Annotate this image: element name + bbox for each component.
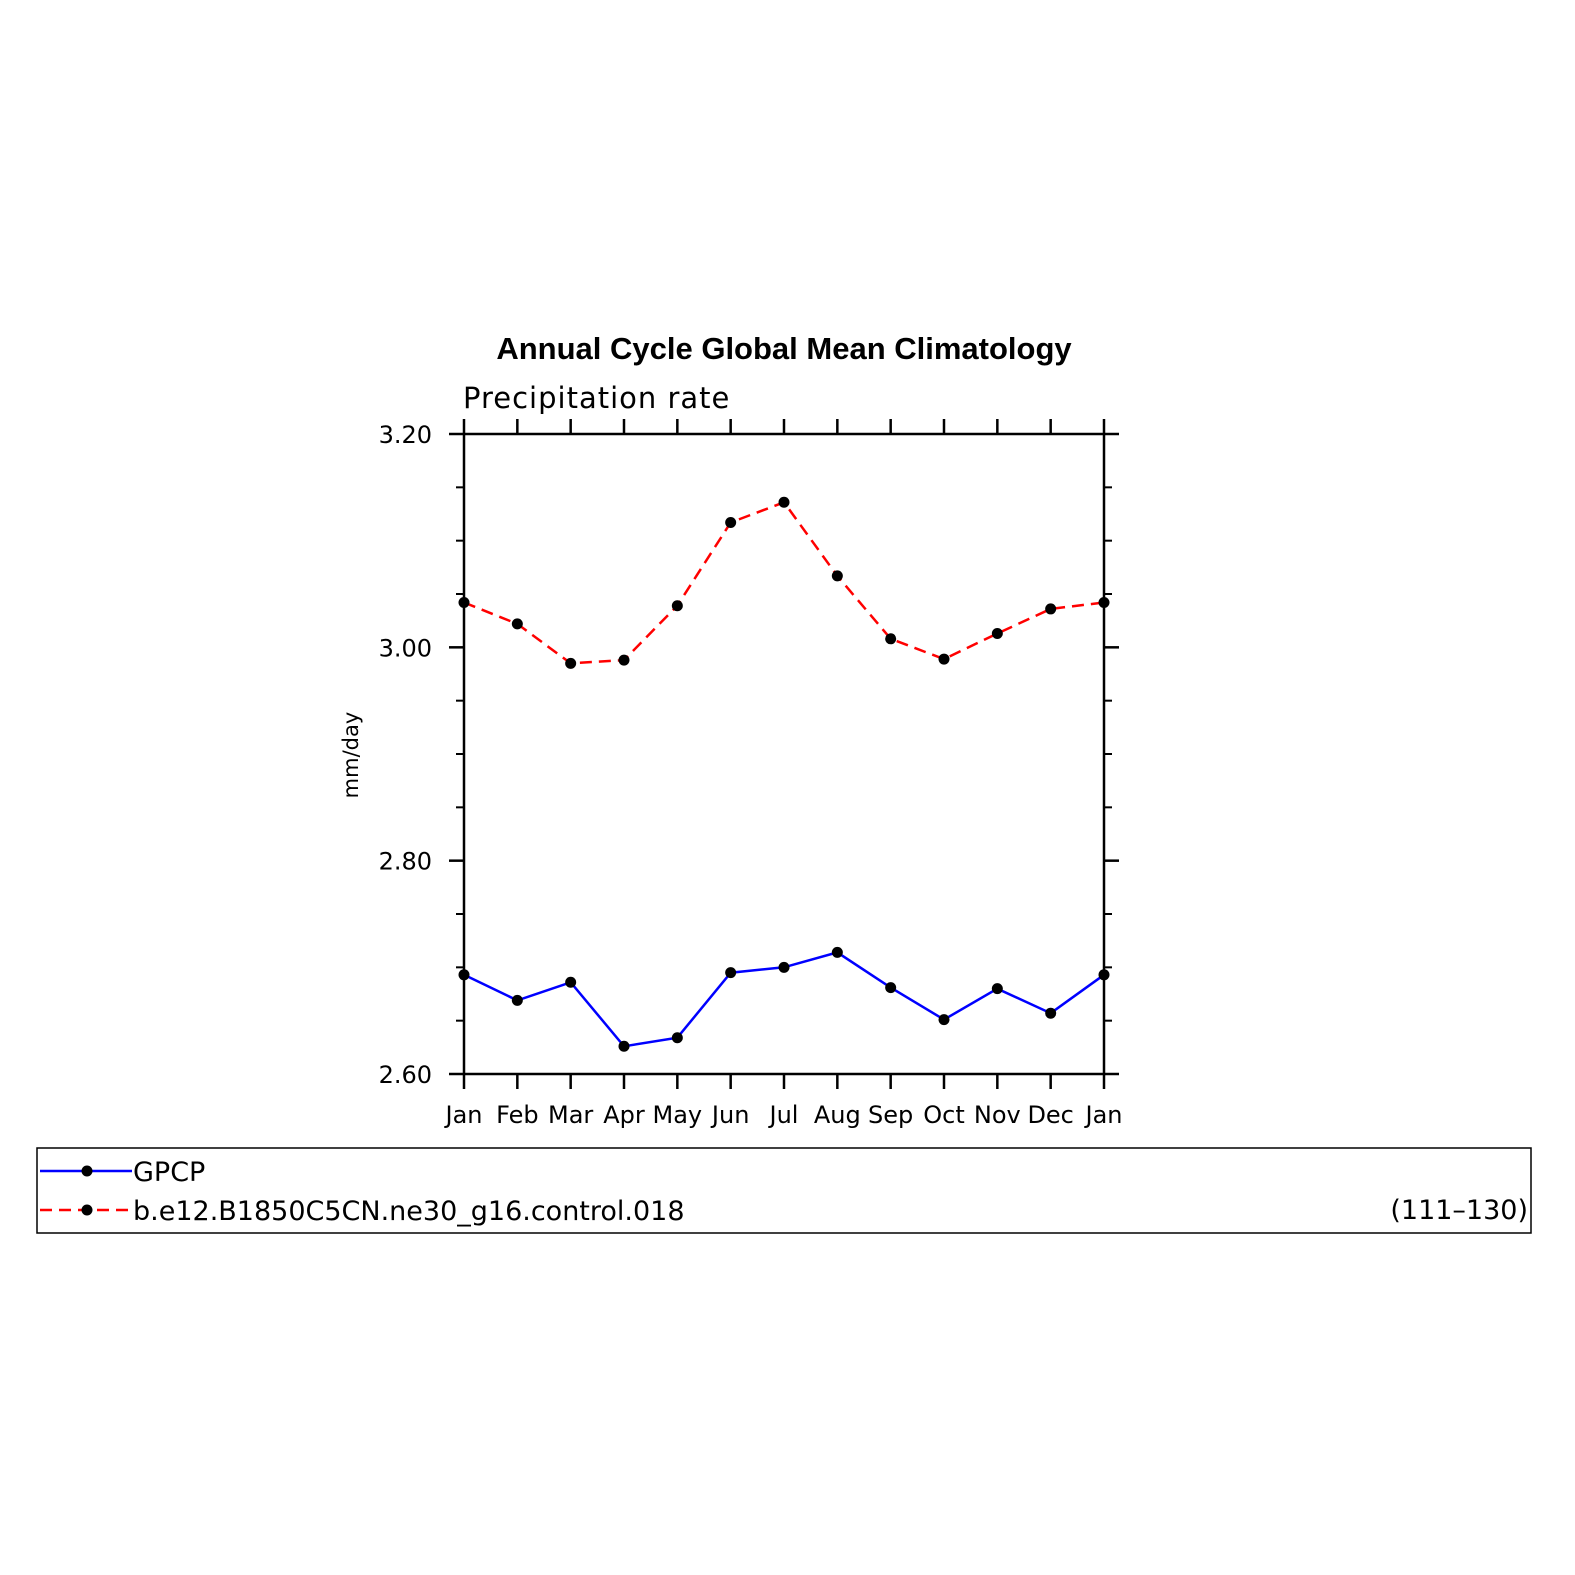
data-point — [458, 597, 470, 609]
data-point — [618, 654, 630, 666]
data-point — [885, 633, 897, 645]
data-point — [991, 983, 1003, 995]
x-tick-label: Jan — [444, 1101, 483, 1129]
data-point — [938, 653, 950, 665]
legend-label: GPCP — [133, 1157, 205, 1188]
data-point — [565, 976, 577, 988]
data-point — [725, 967, 737, 979]
data-point — [618, 1040, 630, 1052]
x-tick-label: May — [653, 1101, 703, 1129]
axes: Jan Feb Mar Apr May Jun Jul Aug Sep Oct Nov Dec Jan 2… — [379, 419, 1123, 1129]
data-point — [778, 496, 790, 508]
y-axis-label: mm/day — [339, 712, 363, 799]
legend-note: (111–130) — [1390, 1195, 1528, 1226]
legend-label: b.e12.B1850C5CN.ne30_g16.control.018 — [133, 1196, 685, 1227]
chart-title: Annual Cycle Global Mean Climatology — [496, 331, 1072, 366]
x-tick-label: Jun — [710, 1101, 750, 1129]
data-point — [831, 946, 843, 958]
legend-item: b.e12.B1850C5CN.ne30_g16.control.018 — [40, 1196, 685, 1227]
legend-swatch-marker — [81, 1204, 93, 1216]
series-1 — [458, 946, 1110, 1052]
y-tick-label: 3.00 — [379, 634, 432, 662]
legend: GPCP b.e12.B1850C5CN.ne30_g16.control.018… — [36, 1147, 1532, 1234]
x-tick-label: Mar — [548, 1101, 593, 1129]
x-tick-label: Dec — [1027, 1101, 1073, 1129]
x-tick-label: Nov — [974, 1101, 1021, 1129]
y-tick-label: 2.60 — [379, 1061, 432, 1089]
x-tick-label: Jan — [1084, 1101, 1123, 1129]
data-point — [1098, 597, 1110, 609]
x-tick-label: Aug — [814, 1101, 861, 1129]
series-layer — [458, 496, 1110, 1052]
x-tick-label: Sep — [868, 1101, 913, 1129]
legend-item: GPCP — [40, 1157, 205, 1188]
data-point — [671, 600, 683, 612]
legend-swatch-marker — [81, 1165, 93, 1177]
data-point — [831, 570, 843, 582]
x-tick-label: Apr — [603, 1101, 645, 1129]
data-point — [511, 618, 523, 630]
data-point — [885, 982, 897, 994]
data-point — [991, 627, 1003, 639]
series-line — [463, 500, 1105, 665]
data-point — [938, 1014, 950, 1026]
chart-subtitle: Precipitation rate — [463, 381, 730, 415]
y-tick-label: 3.20 — [379, 421, 432, 449]
series-2 — [458, 496, 1110, 669]
plot-frame — [462, 432, 1106, 1076]
x-tick-label: Oct — [923, 1101, 965, 1129]
y-tick-label: 2.80 — [379, 848, 432, 876]
data-point — [725, 517, 737, 529]
data-point — [1045, 1007, 1057, 1019]
data-point — [778, 961, 790, 973]
data-point — [1098, 969, 1110, 981]
data-point — [1045, 603, 1057, 615]
legend-box — [36, 1147, 1532, 1234]
x-tick-label: Feb — [496, 1101, 539, 1129]
x-tick-label: Jul — [768, 1101, 799, 1129]
data-point — [671, 1032, 683, 1044]
data-point — [511, 994, 523, 1006]
data-point — [565, 657, 577, 669]
data-point — [458, 969, 470, 981]
